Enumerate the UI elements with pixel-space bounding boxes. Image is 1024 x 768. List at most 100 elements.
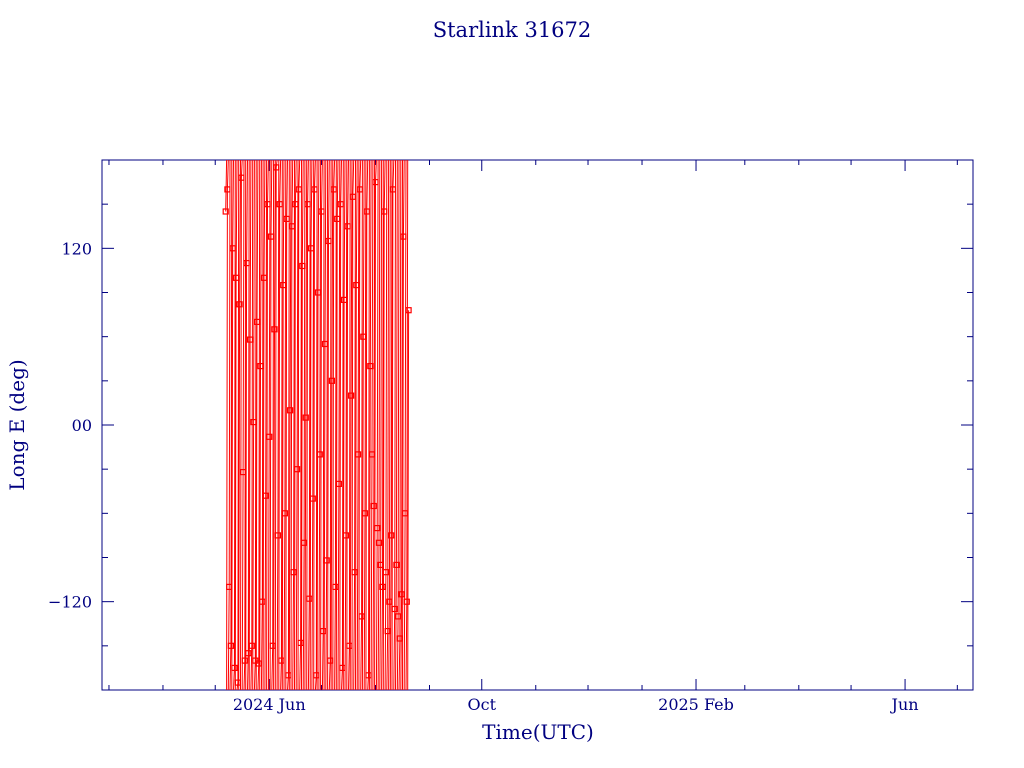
- data-point-marker: [368, 451, 376, 458]
- data-point-marker: [288, 223, 295, 230]
- data-point-marker: [316, 451, 323, 458]
- data-point-marker: [266, 433, 273, 440]
- data-point-marker: [234, 679, 241, 686]
- x-tick-label: 2024 Jun: [233, 695, 306, 714]
- data-point-marker: [361, 510, 369, 517]
- data-point-marker: [386, 598, 393, 605]
- data-point-marker: [398, 591, 405, 598]
- data-point-marker: [301, 539, 308, 546]
- data-point-marker: [349, 193, 356, 200]
- data-point-marker: [402, 510, 409, 517]
- data-point-marker: [367, 363, 374, 370]
- data-point-marker: [304, 201, 311, 208]
- data-point-marker: [309, 495, 316, 502]
- data-point-marker: [307, 245, 315, 252]
- data-point-marker: [253, 318, 261, 325]
- chart-title: Starlink 31672: [433, 18, 592, 42]
- data-point-marker: [226, 583, 233, 591]
- data-point-marker: [273, 164, 280, 171]
- data-point-marker: [363, 208, 370, 215]
- data-point-marker: [267, 233, 275, 240]
- y-tick-label: 120: [61, 239, 92, 258]
- data-point-marker: [335, 480, 342, 487]
- x-tick-label: Jun: [890, 695, 919, 714]
- data-point-marker: [285, 672, 292, 679]
- data-point-marker: [320, 627, 327, 635]
- y-tick-label: 00: [72, 416, 92, 435]
- data-point-marker: [355, 451, 362, 458]
- data-point-marker: [287, 407, 294, 414]
- data-point-marker: [240, 469, 247, 476]
- data-point-marker: [250, 419, 257, 426]
- data-point-marker: [260, 274, 268, 281]
- data-point-marker: [243, 260, 250, 267]
- data-point-marker: [328, 377, 335, 384]
- data-point-marker: [351, 569, 358, 576]
- data-point-marker: [330, 186, 337, 193]
- data-point-marker: [334, 215, 341, 222]
- data-point-marker: [384, 627, 391, 635]
- data-point-marker: [295, 186, 302, 193]
- data-point-marker: [339, 664, 346, 672]
- data-point-marker: [342, 532, 349, 539]
- data-point-marker: [297, 639, 304, 647]
- data-point-marker: [365, 672, 372, 679]
- x-axis-label: Time(UTC): [482, 720, 594, 744]
- data-point-marker: [231, 664, 238, 672]
- series-line: [225, 160, 410, 690]
- data-point-marker: [259, 598, 266, 605]
- data-point-marker: [372, 179, 379, 186]
- data-point-marker: [257, 363, 264, 370]
- data-point-marker: [393, 561, 400, 569]
- data-point-marker: [227, 642, 234, 649]
- data-point-marker: [292, 201, 299, 208]
- data-point-marker: [313, 672, 320, 679]
- data-point-marker: [381, 208, 388, 215]
- data-point-marker: [311, 186, 318, 193]
- data-point-marker: [255, 660, 262, 667]
- data-point-marker: [337, 201, 344, 208]
- data-point-marker: [269, 642, 276, 649]
- data-point-marker: [241, 657, 248, 664]
- data-point-marker: [278, 657, 285, 664]
- data-point-marker: [377, 561, 384, 569]
- data-point-marker: [274, 532, 281, 539]
- data-point-marker: [248, 642, 255, 649]
- data-point-marker: [348, 392, 355, 399]
- y-axis-label: Long E (deg): [5, 359, 29, 490]
- data-point-marker: [382, 569, 389, 576]
- data-point-marker: [325, 237, 332, 245]
- data-point-marker: [236, 301, 243, 308]
- data-point-marker: [403, 598, 410, 605]
- data-point-marker: [391, 605, 398, 613]
- data-point-marker: [379, 583, 386, 591]
- data-point-marker: [353, 282, 360, 289]
- data-point-marker: [370, 502, 377, 510]
- data-point-marker: [358, 613, 365, 620]
- data-point-marker: [327, 657, 334, 664]
- data-point-marker: [332, 583, 339, 591]
- data-point-marker: [306, 595, 313, 602]
- data-point-marker: [302, 414, 309, 421]
- data-point-marker: [245, 650, 252, 657]
- data-point-marker: [280, 282, 287, 289]
- y-tick-label: −120: [48, 593, 92, 612]
- data-point-marker: [283, 215, 290, 222]
- data-point-marker: [233, 274, 240, 281]
- series-layer: [222, 160, 412, 690]
- data-point-marker: [388, 532, 395, 539]
- data-point-marker: [344, 223, 351, 230]
- x-tick-label: 2025 Feb: [658, 695, 734, 714]
- data-point-marker: [299, 262, 306, 270]
- data-point-marker: [294, 466, 301, 473]
- data-point-marker: [375, 539, 383, 546]
- data-point-marker: [314, 289, 322, 296]
- data-point-marker: [262, 492, 269, 499]
- data-point-marker: [321, 340, 329, 348]
- data-point-marker: [247, 336, 254, 343]
- data-point-marker: [323, 557, 330, 564]
- data-point-marker: [405, 307, 412, 314]
- data-point-marker: [395, 613, 402, 620]
- data-point-marker: [346, 642, 353, 649]
